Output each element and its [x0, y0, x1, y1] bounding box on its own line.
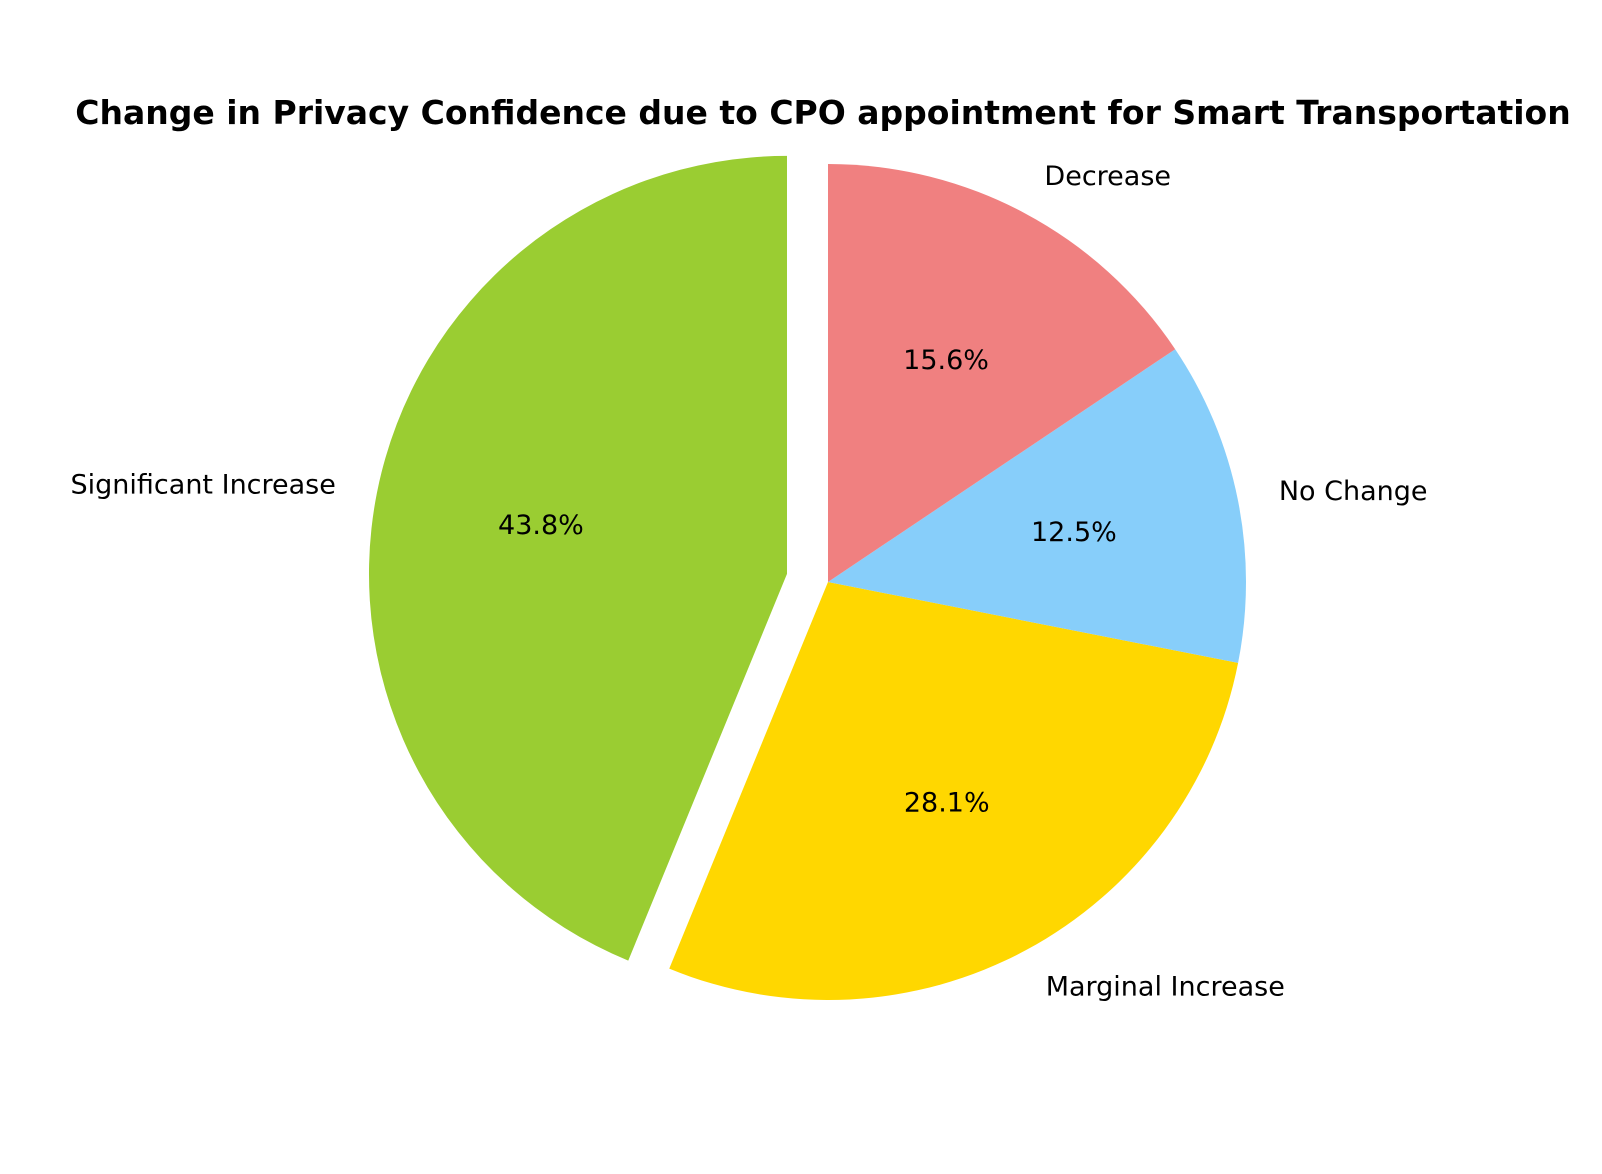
pie-slice-marginal-increase — [669, 582, 1239, 1000]
slice-label-decrease: Decrease — [1044, 161, 1171, 192]
chart-title: Change in Privacy Confidence due to CPO … — [75, 93, 1570, 132]
pie-slice-significant-increase — [368, 155, 787, 961]
pie-slice-no-change — [828, 349, 1246, 663]
slice-label-no-change: No Change — [1279, 476, 1428, 507]
pie-slice-decrease — [828, 163, 1176, 582]
pct-label-significant-increase: 43.8% — [498, 510, 584, 541]
pct-label-decrease: 15.6% — [903, 345, 989, 376]
pct-label-no-change: 12.5% — [1031, 517, 1117, 548]
pie-labels: Significant Increase 43.8% Marginal Increa… — [71, 161, 1428, 1003]
slice-label-significant-increase: Significant Increase — [71, 469, 336, 500]
pie-slices — [368, 155, 1246, 1000]
pct-label-marginal-increase: 28.1% — [904, 787, 990, 818]
slice-label-marginal-increase: Marginal Increase — [1046, 971, 1285, 1002]
